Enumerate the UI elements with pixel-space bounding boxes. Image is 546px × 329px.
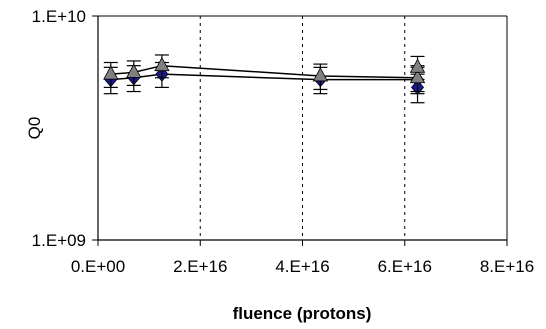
y-axis-title: Q0 [25, 117, 44, 140]
data-point-triangle [409, 58, 426, 73]
tick-labels: 0.E+00 2.E+16 4.E+16 6.E+16 8.E+16 1.E+09 1.E+… [32, 7, 535, 276]
gridlines [199, 16, 406, 240]
data-point-triangle [126, 63, 142, 78]
y-tick-label: 1.E+09 [32, 231, 86, 250]
data-series [103, 54, 426, 104]
x-tick-label: 6.E+16 [378, 257, 432, 276]
x-tick-label: 2.E+16 [173, 257, 227, 276]
data-point-triangle [409, 68, 426, 84]
y-tick-label: 1.E+10 [32, 7, 86, 26]
data-point-triangle [312, 67, 329, 82]
data-point-triangle [154, 56, 170, 72]
axes [92, 15, 508, 246]
series-line [110, 73, 419, 88]
x-tick-label: 4.E+16 [275, 257, 329, 276]
series-2 [103, 54, 426, 93]
x-axis-title: fluence (protons) [233, 304, 372, 323]
x-tick-label: 8.E+16 [480, 257, 534, 276]
data-point-triangle [103, 65, 119, 80]
x-tick-label: 0.E+00 [71, 257, 125, 276]
